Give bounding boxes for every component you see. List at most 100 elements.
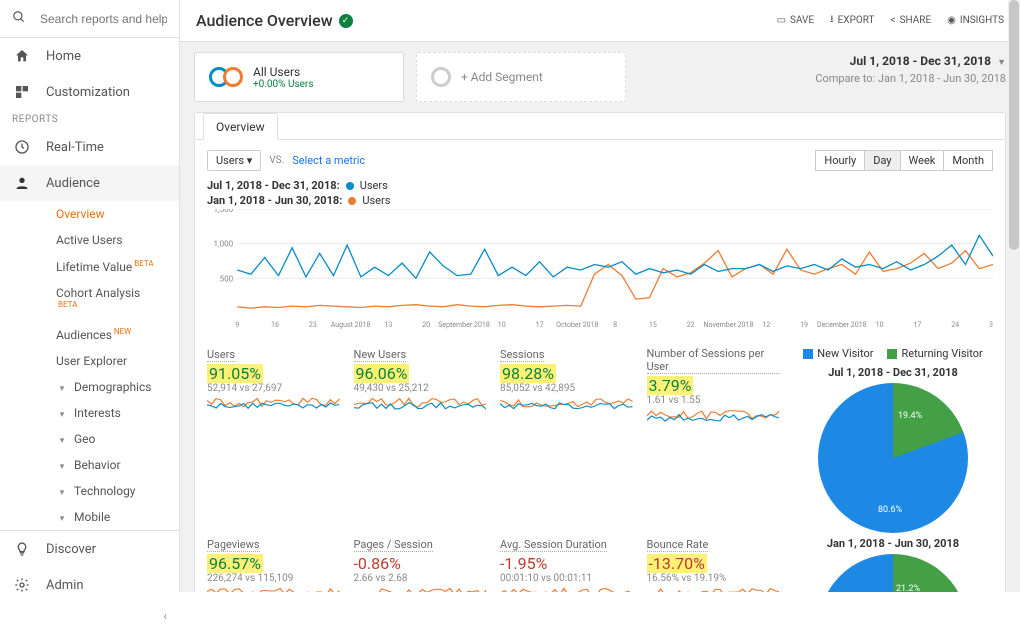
svg-text:1,500: 1,500 bbox=[214, 209, 234, 214]
page-title-text: Audience Overview bbox=[196, 11, 333, 30]
subnav-lifetime-value[interactable]: Lifetime ValueBETA bbox=[48, 253, 179, 280]
stat-label: Pages / Session bbox=[354, 538, 433, 552]
svg-text:15: 15 bbox=[649, 320, 657, 329]
export-button[interactable]: ⭳EXPORT bbox=[830, 12, 874, 29]
granularity-selector: Hourly Day Week Month bbox=[816, 150, 993, 171]
stats-grid: Users 91.05% 52,914 vs 27,697 New Users … bbox=[207, 347, 779, 592]
subnav-mobile[interactable]: ▾ Mobile bbox=[48, 504, 179, 530]
subnav-demographics[interactable]: ▾Demographics bbox=[48, 374, 179, 400]
search-icon bbox=[12, 10, 26, 27]
stat-sparkline bbox=[647, 586, 780, 593]
beta-badge: BETA bbox=[58, 300, 77, 309]
svg-text:12: 12 bbox=[762, 320, 770, 329]
add-segment-icon bbox=[431, 67, 451, 87]
granularity-hourly[interactable]: Hourly bbox=[815, 150, 865, 171]
nav-home[interactable]: Home bbox=[0, 38, 179, 74]
legend-series2: Jan 1, 2018 - Jun 30, 2018: Users bbox=[207, 194, 993, 207]
subnav-user-explorer[interactable]: User Explorer bbox=[48, 348, 179, 374]
segment-circles-icon bbox=[209, 65, 243, 89]
caret-icon: ▾ bbox=[56, 514, 68, 524]
subnav-label: Mobile bbox=[74, 510, 110, 524]
visitor-pie-column: New Visitor Returning Visitor Jul 1, 201… bbox=[793, 347, 993, 592]
nav-customization[interactable]: Customization bbox=[0, 74, 179, 110]
search-row bbox=[0, 0, 179, 38]
stat-sub: 16.56% vs 19.19% bbox=[647, 573, 780, 584]
scrollbar-thumb[interactable] bbox=[1009, 0, 1019, 250]
scrollbar[interactable] bbox=[1008, 0, 1020, 592]
reports-section-label: REPORTS bbox=[0, 110, 179, 129]
add-segment-button[interactable]: + Add Segment bbox=[416, 52, 626, 102]
segment-selector: All Users +0.00% Users + Add Segment bbox=[194, 52, 626, 102]
subnav-audiences[interactable]: AudiencesNEW bbox=[48, 321, 179, 348]
caret-icon: ▾ bbox=[56, 462, 68, 472]
segment-all-users[interactable]: All Users +0.00% Users bbox=[194, 52, 404, 102]
caret-icon: ▾ bbox=[56, 436, 68, 446]
subnav-behavior[interactable]: ▾Behavior bbox=[48, 452, 179, 478]
nav-label: Home bbox=[46, 49, 81, 64]
stat-card: Bounce Rate -13.70% 16.56% vs 19.19% bbox=[647, 537, 780, 593]
save-button[interactable]: ▭SAVE bbox=[777, 12, 815, 29]
insights-button[interactable]: ◉INSIGHTS bbox=[947, 12, 1004, 29]
granularity-month[interactable]: Month bbox=[943, 150, 993, 171]
granularity-day[interactable]: Day bbox=[864, 150, 900, 171]
stat-value: 98.28% bbox=[500, 364, 633, 383]
stat-value: 96.57% bbox=[207, 554, 340, 573]
page-header: Audience Overview ✓ ▭SAVE ⭳EXPORT <SHARE… bbox=[180, 0, 1020, 42]
stat-sub: 226,274 vs 115,109 bbox=[207, 573, 340, 584]
svg-text:500: 500 bbox=[220, 274, 234, 283]
stat-sub: 2.66 vs 2.68 bbox=[354, 573, 487, 584]
stat-card: Pages / Session -0.86% 2.66 vs 2.68 bbox=[354, 537, 487, 593]
legend-series1: Jul 1, 2018 - Dec 31, 2018: Users bbox=[207, 179, 993, 192]
stat-value: 3.79% bbox=[647, 376, 780, 395]
svg-text:8: 8 bbox=[613, 320, 617, 329]
new-badge: NEW bbox=[114, 327, 131, 336]
subnav-label: Cohort Analysis bbox=[56, 286, 140, 300]
subnav-overview[interactable]: Overview bbox=[48, 201, 179, 227]
nav-audience[interactable]: Audience bbox=[0, 165, 179, 201]
svg-text:20: 20 bbox=[422, 320, 430, 329]
audience-subnav: Overview Active Users Lifetime ValueBETA… bbox=[0, 201, 179, 530]
tab-overview[interactable]: Overview bbox=[203, 113, 278, 140]
nav-admin[interactable]: Admin bbox=[0, 567, 179, 603]
pie2-chart: 21.2% bbox=[818, 554, 968, 592]
pie-legend: New Visitor Returning Visitor bbox=[793, 347, 993, 360]
date-range-selector[interactable]: Jul 1, 2018 - Dec 31, 2018▼ Compare to: … bbox=[815, 52, 1006, 87]
svg-text:17: 17 bbox=[913, 320, 921, 329]
svg-text:10: 10 bbox=[876, 320, 884, 329]
compare-range: Jan 1, 2018 - Jun 30, 2018 bbox=[878, 72, 1006, 85]
person-icon bbox=[12, 175, 32, 191]
subnav-geo[interactable]: ▾Geo bbox=[48, 426, 179, 452]
svg-text:October 2018: October 2018 bbox=[556, 320, 598, 329]
svg-text:10: 10 bbox=[498, 320, 506, 329]
svg-text:17: 17 bbox=[536, 320, 544, 329]
home-icon bbox=[12, 48, 32, 64]
stat-card: New Users 96.06% 49,430 vs 25,212 bbox=[354, 347, 487, 527]
search-input[interactable] bbox=[40, 12, 167, 26]
subnav-label: Lifetime Value bbox=[56, 260, 132, 274]
chevron-down-icon: ▼ bbox=[997, 57, 1006, 71]
sidebar-collapse-button[interactable]: ‹ bbox=[0, 603, 179, 629]
subnav-cohort-analysis[interactable]: Cohort AnalysisBETA bbox=[48, 280, 179, 321]
stat-label: Number of Sessions per User bbox=[647, 347, 780, 374]
share-button[interactable]: <SHARE bbox=[891, 12, 932, 29]
nav-realtime[interactable]: Real-Time bbox=[0, 129, 179, 165]
stat-sub: 1.61 vs 1.55 bbox=[647, 395, 780, 406]
pie2-title: Jan 1, 2018 - Jun 30, 2018 bbox=[793, 537, 993, 550]
stat-label: Sessions bbox=[500, 348, 544, 362]
pie1-new-label: 80.6% bbox=[878, 505, 902, 515]
bulb-icon bbox=[12, 541, 32, 557]
metric-dropdown[interactable]: Users ▾ bbox=[207, 150, 261, 171]
subnav-active-users[interactable]: Active Users bbox=[48, 227, 179, 253]
segment-title: All Users bbox=[253, 65, 313, 79]
metric-selector: Users ▾ VS. Select a metric bbox=[207, 150, 365, 171]
select-metric-link[interactable]: Select a metric bbox=[292, 154, 365, 167]
nav-discover[interactable]: Discover bbox=[0, 531, 179, 567]
segment-subtitle: +0.00% Users bbox=[253, 79, 313, 90]
svg-text:9: 9 bbox=[235, 320, 239, 329]
subnav-technology[interactable]: ▾Technology bbox=[48, 478, 179, 504]
svg-text:13: 13 bbox=[384, 320, 392, 329]
subnav-interests[interactable]: ▾Interests bbox=[48, 400, 179, 426]
stat-sparkline bbox=[354, 586, 487, 593]
granularity-week[interactable]: Week bbox=[900, 150, 945, 171]
series2-dot-icon bbox=[348, 197, 356, 205]
